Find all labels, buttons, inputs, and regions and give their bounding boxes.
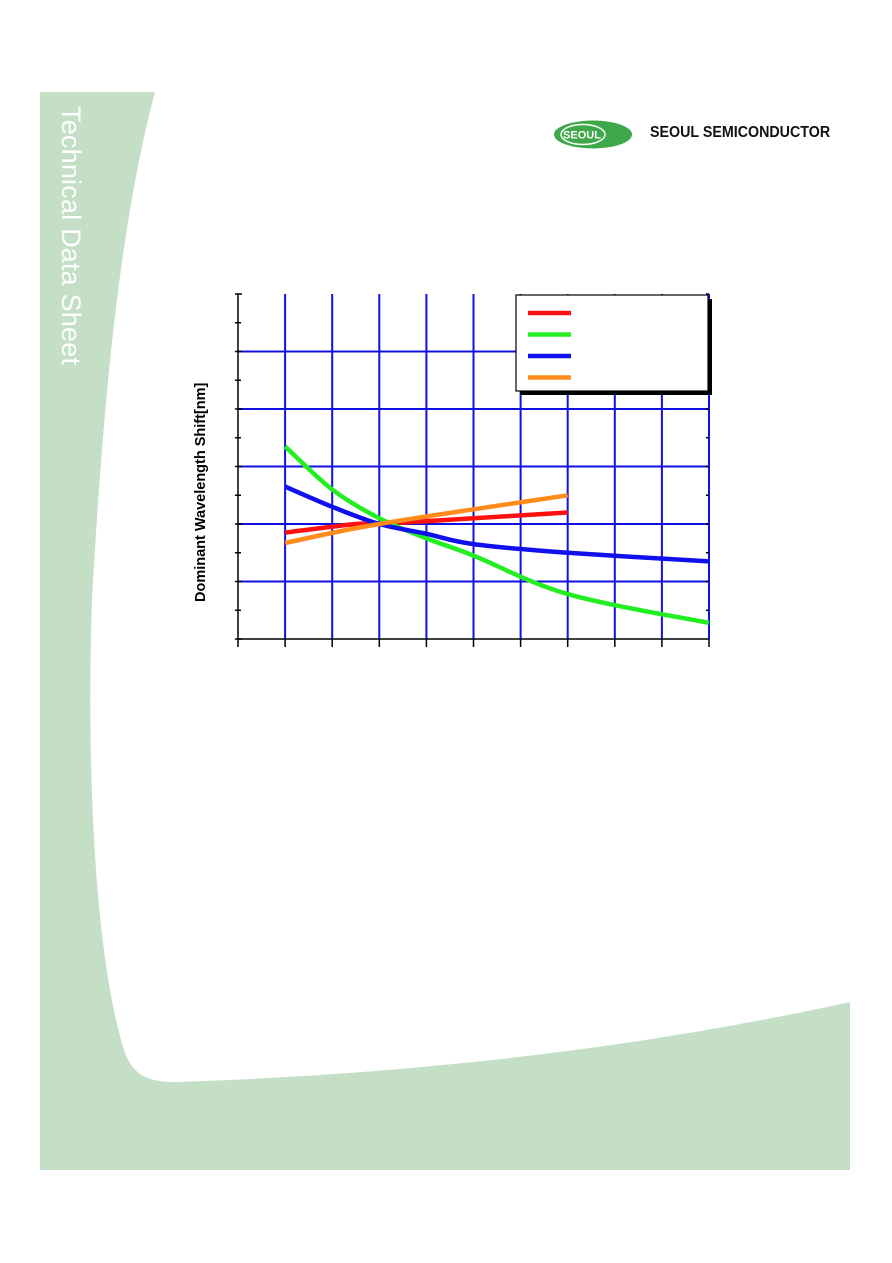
series-line-2	[283, 444, 710, 626]
logo-badge-text: SEOUL	[563, 130, 601, 142]
seoul-logo-icon: SEOUL	[554, 120, 632, 149]
series-line-4	[284, 493, 569, 546]
chart-legend	[515, 294, 712, 395]
company-name: SEOUL SEMICONDUCTOR	[650, 124, 831, 141]
series-line-3	[284, 484, 710, 564]
legend-box	[515, 294, 709, 392]
chart-series	[283, 444, 710, 626]
y-axis-label: Dominant Wavelength Shift[nm]	[193, 382, 209, 602]
chart-grid	[235, 293, 710, 647]
